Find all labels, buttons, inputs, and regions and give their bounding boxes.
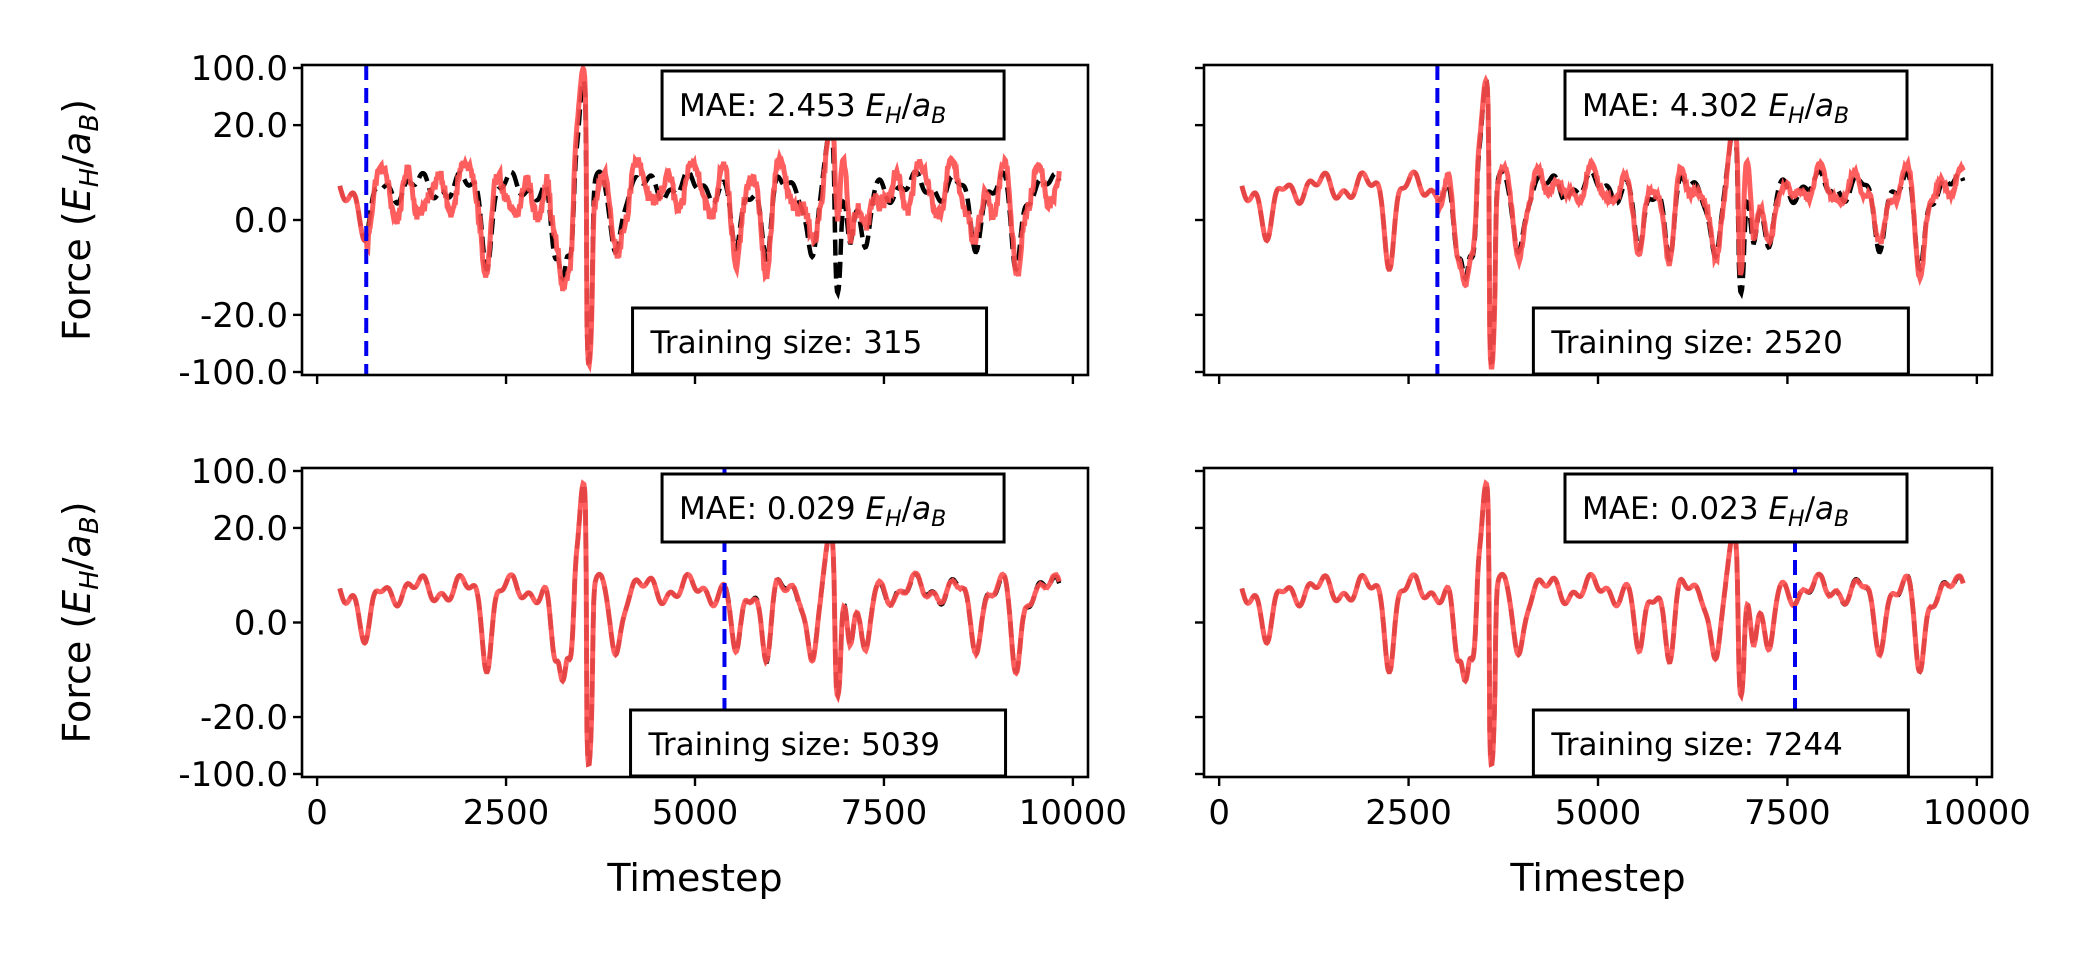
predicted-force-line xyxy=(1239,479,1966,768)
x-tick-label: 10000 xyxy=(1019,793,1127,833)
mae-text: MAE: 4.302 EH/aB xyxy=(1582,88,1849,129)
training-size-text: Training size: 2520 xyxy=(1550,325,1842,361)
y-tick-label: 0.0 xyxy=(234,604,288,644)
x-axis-label: Timestep xyxy=(1509,856,1685,900)
x-tick-label: 5000 xyxy=(652,793,739,833)
x-tick-label: 2500 xyxy=(1365,793,1452,833)
predicted-force-line xyxy=(1239,74,1966,370)
mae-text: MAE: 2.453 EH/aB xyxy=(679,88,946,129)
x-tick-label: 0 xyxy=(306,793,328,833)
training-size-annotation: Training size: 7244 xyxy=(1531,708,1910,778)
x-tick-label: 7500 xyxy=(841,793,928,833)
y-tick-label: -100.0 xyxy=(178,755,288,795)
y-tick-label: -100.0 xyxy=(178,353,288,393)
x-tick-label: 0 xyxy=(1208,793,1230,833)
y-tick-label: 100.0 xyxy=(191,49,288,89)
y-tick-label: -20.0 xyxy=(200,698,288,738)
panel-bottom-right: 0 2500 5000 7500 10000 Timestep MAE: 0.023 EH/… xyxy=(1195,466,2031,900)
mae-annotation: MAE: 2.453 EH/aB xyxy=(660,69,1006,141)
plot-area xyxy=(337,65,1062,375)
training-size-annotation: Training size: 315 xyxy=(631,306,989,376)
y-tick-label: 100.0 xyxy=(191,452,288,492)
mae-text: MAE: 0.029 EH/aB xyxy=(679,491,946,532)
panel-bottom-left: -100.0 -20.0 0.0 20.0 100.0 0 2500 5000 7500 1000… xyxy=(55,452,1127,900)
predicted-force-line xyxy=(337,479,1062,768)
y-tick-label: -20.0 xyxy=(200,296,288,336)
y-tick-label: 20.0 xyxy=(212,106,288,146)
y-tick-label: 0.0 xyxy=(234,201,288,241)
x-tick-label: 10000 xyxy=(1923,793,2031,833)
mae-annotation: MAE: 4.302 EH/aB xyxy=(1563,69,1909,141)
panel-top-left: -100.0 -20.0 0.0 20.0 100.0 Force (EH/aB) MAE:… xyxy=(55,49,1090,393)
training-size-text: Training size: 315 xyxy=(650,325,923,361)
x-tick-label: 2500 xyxy=(463,793,550,833)
mae-annotation: MAE: 0.029 EH/aB xyxy=(660,472,1006,544)
y-axis-label: Force (EH/aB) xyxy=(55,99,105,341)
panel-top-right: MAE: 4.302 EH/aB Training size: 2520 xyxy=(1195,63,1994,384)
x-axis-label: Timestep xyxy=(606,856,782,900)
training-size-annotation: Training size: 5039 xyxy=(629,708,1008,778)
x-tick-label: 5000 xyxy=(1555,793,1642,833)
predicted-force-line xyxy=(337,65,1062,373)
y-axis-label: Force (EH/aB) xyxy=(55,501,105,743)
mae-annotation: MAE: 0.023 EH/aB xyxy=(1563,472,1909,544)
training-size-annotation: Training size: 2520 xyxy=(1531,306,1910,376)
mae-text: MAE: 0.023 EH/aB xyxy=(1582,491,1849,532)
training-size-text: Training size: 5039 xyxy=(648,727,940,763)
plot-area xyxy=(1239,65,1966,375)
y-tick-label: 20.0 xyxy=(212,509,288,549)
training-size-text: Training size: 7244 xyxy=(1550,727,1842,763)
x-tick-label: 7500 xyxy=(1744,793,1831,833)
